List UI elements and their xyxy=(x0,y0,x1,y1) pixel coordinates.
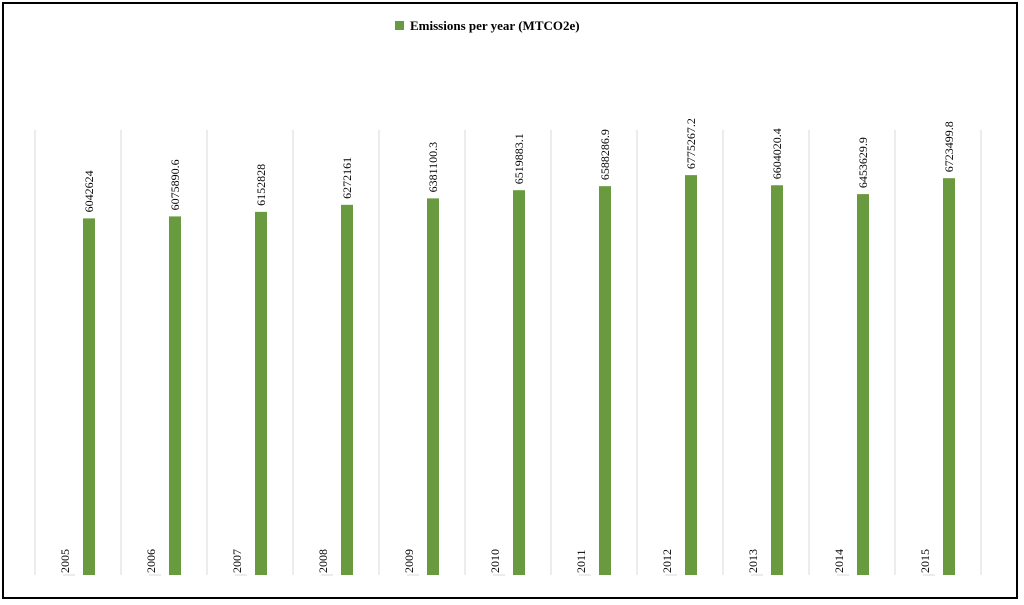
value-label-2015: 6723499.8 xyxy=(942,121,956,172)
category-label-2013: 2013 xyxy=(746,549,760,573)
bar-2014 xyxy=(857,194,869,575)
category-label-2007: 2007 xyxy=(230,549,244,573)
chart-frame: Emissions per year (MTCO2e) 6042624 60758… xyxy=(2,2,1018,599)
bar-2009 xyxy=(427,198,439,575)
value-labels: 6042624 6075890.6 6152828 6272161 6381100.3 6… xyxy=(82,118,956,212)
bar-2007 xyxy=(255,211,267,576)
bar-2005 xyxy=(83,218,95,575)
bar-2011 xyxy=(599,186,611,575)
bar-2010 xyxy=(513,190,525,575)
value-label-2014: 6453629.9 xyxy=(856,137,870,188)
value-label-2012: 6775267.2 xyxy=(684,118,698,169)
legend-label: Emissions per year (MTCO2e) xyxy=(410,18,580,33)
emissions-bar-chart: Emissions per year (MTCO2e) 6042624 60758… xyxy=(34,18,982,576)
value-label-2008: 6272161 xyxy=(340,157,354,199)
bar-2008 xyxy=(341,204,353,575)
value-label-2010: 6519883.1 xyxy=(512,133,526,184)
legend: Emissions per year (MTCO2e) xyxy=(395,18,580,33)
category-label-2014: 2014 xyxy=(832,549,846,573)
bar-2015 xyxy=(943,178,955,576)
value-label-2009: 6381100.3 xyxy=(426,142,440,193)
bar-2013 xyxy=(771,185,783,575)
category-labels: 2005 2006 2007 2008 2009 2010 2011 2012 2013 2014… xyxy=(58,549,935,576)
value-label-2011: 6588286.9 xyxy=(598,129,612,180)
category-label-2009: 2009 xyxy=(402,549,416,573)
value-label-2007: 6152828 xyxy=(254,164,268,206)
category-label-2015: 2015 xyxy=(918,549,932,573)
bar-2006 xyxy=(169,216,181,575)
grid-lines xyxy=(34,130,982,575)
legend-swatch xyxy=(395,21,404,30)
category-label-2010: 2010 xyxy=(488,549,502,573)
category-label-2005: 2005 xyxy=(58,549,72,573)
value-label-2013: 6604020.4 xyxy=(770,128,784,179)
bar-2012 xyxy=(685,175,697,576)
value-label-2006: 6075890.6 xyxy=(168,159,182,210)
value-label-2005: 6042624 xyxy=(82,170,96,212)
category-label-2011: 2011 xyxy=(574,549,588,573)
category-label-2006: 2006 xyxy=(144,549,158,573)
category-label-2012: 2012 xyxy=(660,549,674,573)
category-label-2008: 2008 xyxy=(316,549,330,573)
bars xyxy=(83,175,955,576)
